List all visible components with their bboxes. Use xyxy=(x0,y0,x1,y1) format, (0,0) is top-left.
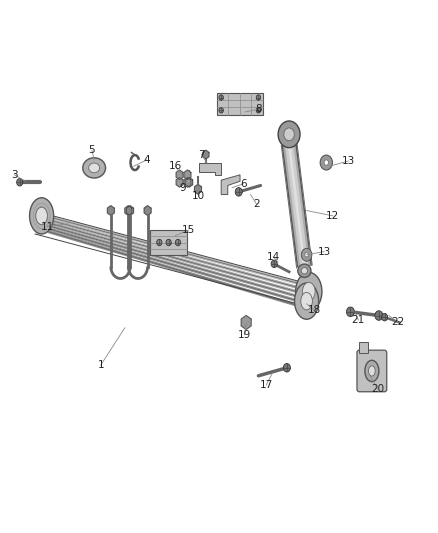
Text: 18: 18 xyxy=(308,305,321,315)
Circle shape xyxy=(284,128,294,141)
Text: 5: 5 xyxy=(88,146,95,155)
Circle shape xyxy=(346,307,354,317)
Polygon shape xyxy=(241,316,251,329)
FancyBboxPatch shape xyxy=(357,350,387,392)
Ellipse shape xyxy=(301,268,307,274)
Text: 16: 16 xyxy=(169,161,182,171)
Text: 2: 2 xyxy=(253,199,260,208)
Polygon shape xyxy=(203,150,209,159)
Text: 19: 19 xyxy=(238,330,251,340)
Polygon shape xyxy=(176,170,183,180)
Polygon shape xyxy=(107,206,114,215)
Circle shape xyxy=(283,364,290,372)
Ellipse shape xyxy=(368,366,375,376)
Polygon shape xyxy=(186,177,193,187)
Ellipse shape xyxy=(301,293,312,310)
Text: 6: 6 xyxy=(240,179,247,189)
Ellipse shape xyxy=(83,158,106,178)
Circle shape xyxy=(219,108,223,113)
Polygon shape xyxy=(176,177,183,187)
Ellipse shape xyxy=(303,282,315,301)
Circle shape xyxy=(320,155,332,170)
Text: 17: 17 xyxy=(260,380,273,390)
Text: 8: 8 xyxy=(255,104,262,114)
Text: 4: 4 xyxy=(143,155,150,165)
Text: 15: 15 xyxy=(182,225,195,235)
Circle shape xyxy=(219,95,223,100)
Polygon shape xyxy=(199,163,221,175)
Ellipse shape xyxy=(298,264,311,278)
Polygon shape xyxy=(194,184,201,194)
Ellipse shape xyxy=(36,207,47,224)
Text: 22: 22 xyxy=(391,318,404,327)
FancyBboxPatch shape xyxy=(359,342,368,353)
Circle shape xyxy=(381,313,388,321)
Text: 12: 12 xyxy=(326,211,339,221)
Polygon shape xyxy=(127,206,134,215)
Text: 11: 11 xyxy=(41,222,54,231)
Text: 13: 13 xyxy=(318,247,331,256)
Ellipse shape xyxy=(294,283,318,319)
Circle shape xyxy=(271,260,277,268)
Text: 10: 10 xyxy=(191,191,205,201)
Circle shape xyxy=(305,253,308,257)
Ellipse shape xyxy=(29,198,53,234)
Circle shape xyxy=(157,239,162,246)
Circle shape xyxy=(235,188,242,196)
Text: 3: 3 xyxy=(11,170,18,180)
Ellipse shape xyxy=(296,272,322,311)
Circle shape xyxy=(375,311,383,320)
Text: 20: 20 xyxy=(371,384,384,394)
Polygon shape xyxy=(221,175,240,195)
Text: 9: 9 xyxy=(180,183,187,192)
Polygon shape xyxy=(144,206,151,215)
Text: 21: 21 xyxy=(352,315,365,325)
Text: 13: 13 xyxy=(342,156,355,166)
Polygon shape xyxy=(125,206,132,215)
Polygon shape xyxy=(184,177,191,187)
Circle shape xyxy=(324,160,328,165)
Ellipse shape xyxy=(365,360,379,382)
Circle shape xyxy=(175,239,180,246)
Polygon shape xyxy=(184,170,191,180)
Circle shape xyxy=(278,121,300,148)
FancyBboxPatch shape xyxy=(217,93,263,115)
Text: 14: 14 xyxy=(267,252,280,262)
Circle shape xyxy=(301,248,312,261)
Circle shape xyxy=(17,179,23,186)
Circle shape xyxy=(256,108,261,113)
Text: 1: 1 xyxy=(97,360,104,370)
Circle shape xyxy=(256,95,261,100)
Ellipse shape xyxy=(89,163,99,173)
FancyBboxPatch shape xyxy=(150,230,187,255)
Circle shape xyxy=(166,239,171,246)
Text: 7: 7 xyxy=(198,150,205,159)
